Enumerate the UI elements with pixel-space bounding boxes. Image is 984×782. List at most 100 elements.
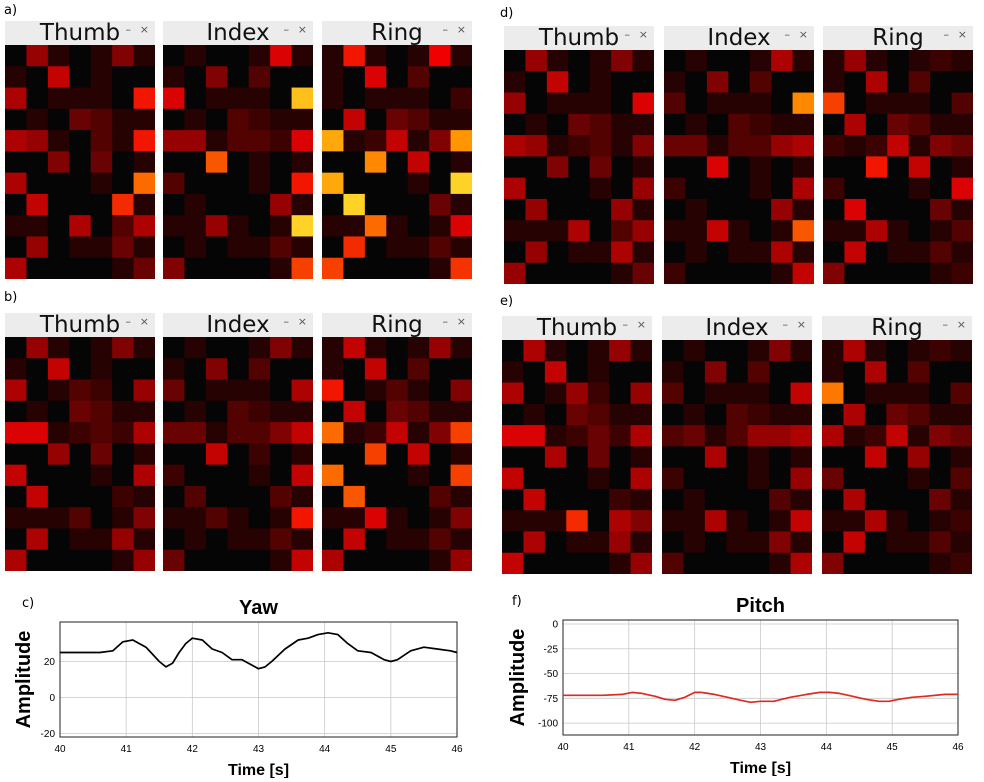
taxel-cell: [525, 156, 548, 179]
taxel-cell: [322, 358, 344, 380]
taxel-cell: [26, 193, 49, 216]
close-icon[interactable]: ×: [456, 23, 466, 36]
window-titlebar[interactable]: Thumb – ×: [502, 316, 652, 341]
taxel-cell: [664, 135, 686, 157]
taxel-cell: [90, 193, 113, 216]
close-icon[interactable]: ×: [139, 315, 149, 328]
taxel-cell: [386, 528, 409, 551]
taxel-cell: [291, 172, 313, 195]
close-icon[interactable]: ×: [456, 315, 466, 328]
window-titlebar[interactable]: Ring – ×: [322, 21, 472, 46]
taxel-cell: [227, 193, 250, 216]
taxel-cell: [907, 467, 930, 490]
taxel-cell: [227, 45, 250, 67]
taxel-cell: [823, 198, 845, 221]
taxel-cell: [133, 337, 155, 359]
minimize-icon[interactable]: –: [784, 28, 791, 41]
taxel-cell: [769, 340, 791, 362]
window-titlebar[interactable]: Index – ×: [662, 316, 812, 341]
window-titlebar[interactable]: Thumb – ×: [5, 313, 155, 338]
taxel-cell: [163, 87, 185, 110]
minimize-icon[interactable]: –: [624, 28, 631, 41]
window-titlebar[interactable]: Ring – ×: [823, 26, 973, 51]
window-titlebar[interactable]: Thumb – ×: [504, 26, 654, 51]
taxel-cell: [90, 130, 113, 152]
taxel-cell: [270, 257, 292, 279]
minimize-icon[interactable]: –: [283, 315, 290, 328]
taxel-cell: [343, 215, 366, 237]
window-titlebar[interactable]: Index – ×: [163, 21, 313, 46]
taxel-cell: [47, 193, 70, 216]
taxel-cell: [291, 485, 313, 508]
taxel-cell: [685, 113, 708, 136]
taxel-cell: [47, 130, 70, 152]
taxel-cell: [322, 443, 344, 466]
taxel-cell: [887, 177, 910, 200]
minimize-icon[interactable]: –: [442, 23, 449, 36]
taxel-cell: [5, 485, 27, 508]
window-titlebar[interactable]: Index – ×: [163, 313, 313, 338]
x-tick-label: 44: [821, 742, 833, 753]
window-titlebar[interactable]: Ring – ×: [322, 313, 472, 338]
taxel-cell: [69, 130, 92, 152]
taxel-cell: [270, 215, 292, 237]
close-icon[interactable]: ×: [297, 315, 307, 328]
close-icon[interactable]: ×: [297, 23, 307, 36]
taxel-cell: [525, 241, 548, 264]
taxel-cell: [133, 257, 155, 279]
close-icon[interactable]: ×: [139, 23, 149, 36]
minimize-icon[interactable]: –: [942, 318, 949, 331]
minimize-icon[interactable]: –: [622, 318, 629, 331]
taxel-cell: [270, 443, 292, 466]
window-titlebar[interactable]: Ring – ×: [822, 316, 972, 341]
taxel-cell: [546, 113, 569, 136]
taxel-cell: [5, 151, 27, 174]
close-icon[interactable]: ×: [638, 28, 648, 41]
close-icon[interactable]: ×: [798, 28, 808, 41]
taxel-cell: [930, 198, 952, 221]
series-line: [563, 691, 958, 704]
taxel-cell: [609, 403, 631, 426]
taxel-cell: [566, 403, 589, 426]
close-icon[interactable]: ×: [957, 28, 967, 41]
minimize-icon[interactable]: –: [125, 23, 132, 36]
window-titlebar[interactable]: Index – ×: [664, 26, 814, 51]
taxel-cell: [291, 507, 313, 529]
close-icon[interactable]: ×: [796, 318, 806, 331]
taxel-cell: [227, 236, 250, 259]
close-icon[interactable]: ×: [636, 318, 646, 331]
taxel-cell: [864, 510, 887, 532]
close-icon[interactable]: ×: [956, 318, 966, 331]
taxel-cell: [683, 467, 706, 490]
minimize-icon[interactable]: –: [782, 318, 789, 331]
taxel-cell: [184, 358, 207, 380]
sensor-window-a-index: Index – ×: [163, 21, 313, 279]
taxel-cell: [69, 549, 92, 571]
minimize-icon[interactable]: –: [442, 315, 449, 328]
taxel-cell: [270, 422, 292, 444]
minimize-icon[interactable]: –: [943, 28, 950, 41]
taxel-cell: [747, 425, 770, 447]
taxel-cell: [726, 340, 749, 362]
taxel-cell: [664, 113, 686, 136]
taxel-cell: [771, 177, 793, 200]
minimize-icon[interactable]: –: [283, 23, 290, 36]
taxel-cell: [184, 193, 207, 216]
taxel-cell: [291, 130, 313, 152]
taxel-heatmap: [322, 337, 472, 571]
minimize-icon[interactable]: –: [125, 315, 132, 328]
taxel-cell: [728, 50, 751, 72]
taxel-cell: [429, 358, 451, 380]
taxel-cell: [886, 382, 909, 405]
taxel-cell: [248, 528, 271, 551]
taxel-cell: [726, 510, 749, 532]
taxel-cell: [609, 552, 631, 574]
taxel-cell: [407, 528, 430, 551]
taxel-cell: [843, 552, 866, 574]
window-titlebar[interactable]: Thumb – ×: [5, 21, 155, 46]
taxel-cell: [568, 50, 591, 72]
taxel-cell: [386, 45, 409, 67]
taxel-cell: [908, 262, 931, 284]
taxel-cell: [706, 220, 729, 242]
taxel-cell: [364, 422, 387, 444]
